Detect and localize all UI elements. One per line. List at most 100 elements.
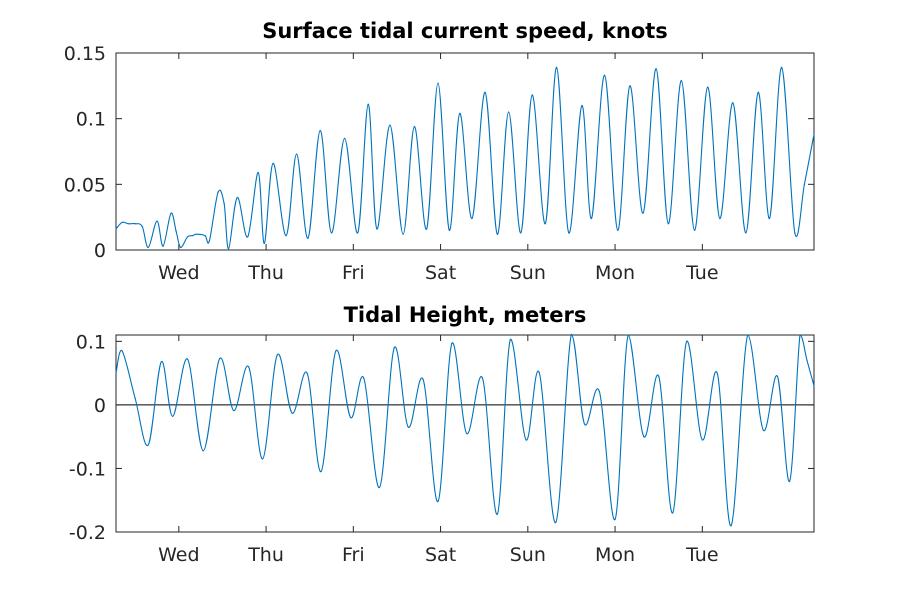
data-point — [160, 361, 162, 363]
data-point — [192, 235, 194, 237]
data-points — [115, 66, 815, 250]
data-point — [459, 112, 461, 114]
x-tick-label: Sun — [510, 262, 546, 284]
data-point — [732, 102, 734, 104]
data-point — [330, 232, 333, 234]
y-tick-label: 0 — [94, 395, 106, 417]
data-point — [789, 480, 791, 482]
data-point — [204, 235, 206, 237]
data-point — [590, 217, 593, 220]
data-point — [667, 223, 669, 225]
data-point — [319, 129, 321, 132]
y-tick-label: 0 — [94, 240, 106, 262]
data-point — [276, 354, 278, 356]
data-point — [233, 410, 235, 412]
x-axis: Wed Thu Fri Sat Sun Mon Tue — [158, 53, 719, 284]
data-point — [451, 342, 453, 344]
data-point — [115, 372, 117, 374]
data-point — [134, 397, 136, 400]
data-point — [195, 233, 197, 235]
x-tick-label: Tue — [685, 544, 718, 566]
data-point — [643, 436, 645, 438]
data-point — [627, 334, 629, 336]
data-point — [367, 103, 369, 105]
data-point — [217, 191, 219, 193]
data-point — [350, 417, 352, 419]
data-point — [484, 91, 486, 93]
data-point — [525, 439, 527, 441]
x-tick-label: Mon — [595, 544, 635, 566]
data-point — [448, 229, 450, 231]
x-tick-label: Fri — [342, 544, 365, 566]
data-point — [730, 525, 732, 527]
data-point — [344, 137, 346, 139]
data-point — [228, 248, 230, 250]
data-point — [813, 133, 815, 135]
y-tick-label: -0.2 — [69, 522, 106, 544]
data-point — [219, 357, 221, 360]
data-point — [520, 232, 522, 234]
data-point — [335, 350, 337, 352]
data-point — [121, 221, 123, 223]
data-point — [247, 236, 249, 238]
data-point — [263, 242, 265, 244]
data-point — [604, 74, 606, 76]
data-point — [180, 246, 182, 248]
data-point — [745, 232, 747, 234]
data-point — [393, 347, 395, 349]
data-point — [538, 371, 540, 374]
data-point — [693, 229, 696, 231]
data-point — [776, 375, 779, 377]
x-tick-label: Sun — [510, 544, 546, 566]
x-tick-label: Sat — [425, 262, 456, 284]
data-point — [686, 340, 688, 342]
data-point — [757, 91, 759, 93]
data-point — [413, 125, 415, 128]
data-point — [426, 228, 428, 230]
data-point — [236, 196, 238, 199]
data-point — [357, 232, 359, 234]
data-point — [437, 82, 439, 84]
data-point — [186, 236, 189, 238]
data-point — [115, 228, 117, 230]
data-point — [422, 378, 424, 381]
data-point — [496, 513, 498, 515]
x-tick-label: Sat — [425, 544, 456, 566]
data-point — [437, 500, 439, 503]
data-point — [296, 153, 298, 155]
data-point — [544, 223, 546, 225]
data-point — [581, 104, 583, 107]
x-axis: Wed Thu Fri Sat Sun Mon Tue — [158, 335, 719, 566]
data-point — [568, 232, 570, 234]
data-point — [806, 359, 808, 361]
y-tick-label: 0.15 — [64, 43, 106, 65]
data-point — [134, 223, 136, 225]
data-point — [202, 450, 204, 452]
data-point — [223, 203, 225, 205]
data-point — [768, 217, 771, 220]
data-point — [556, 66, 558, 68]
tidal-height-panel: Tidal Height, meters -0.2 -0.1 0 0.1 Wed Thu… — [69, 303, 815, 566]
data-point — [496, 233, 498, 235]
data-point — [508, 111, 510, 113]
y-tick-label: 0.1 — [76, 109, 106, 131]
data-point — [747, 334, 749, 336]
data-point — [570, 333, 573, 335]
data-point — [781, 66, 783, 68]
data-point — [672, 512, 674, 514]
data-point — [320, 471, 322, 473]
data-point — [701, 439, 703, 441]
data-point — [642, 212, 644, 214]
data-point — [680, 80, 683, 82]
data-point — [363, 377, 365, 379]
data-point — [629, 85, 631, 87]
data-point — [147, 246, 149, 248]
data-point — [762, 429, 765, 431]
x-tick-label: Tue — [685, 262, 718, 284]
data-point — [803, 183, 806, 185]
data-point — [272, 162, 274, 164]
data-point — [306, 372, 308, 374]
data-point — [170, 212, 172, 214]
x-tick-label: Wed — [158, 262, 199, 284]
data-point — [658, 375, 660, 377]
